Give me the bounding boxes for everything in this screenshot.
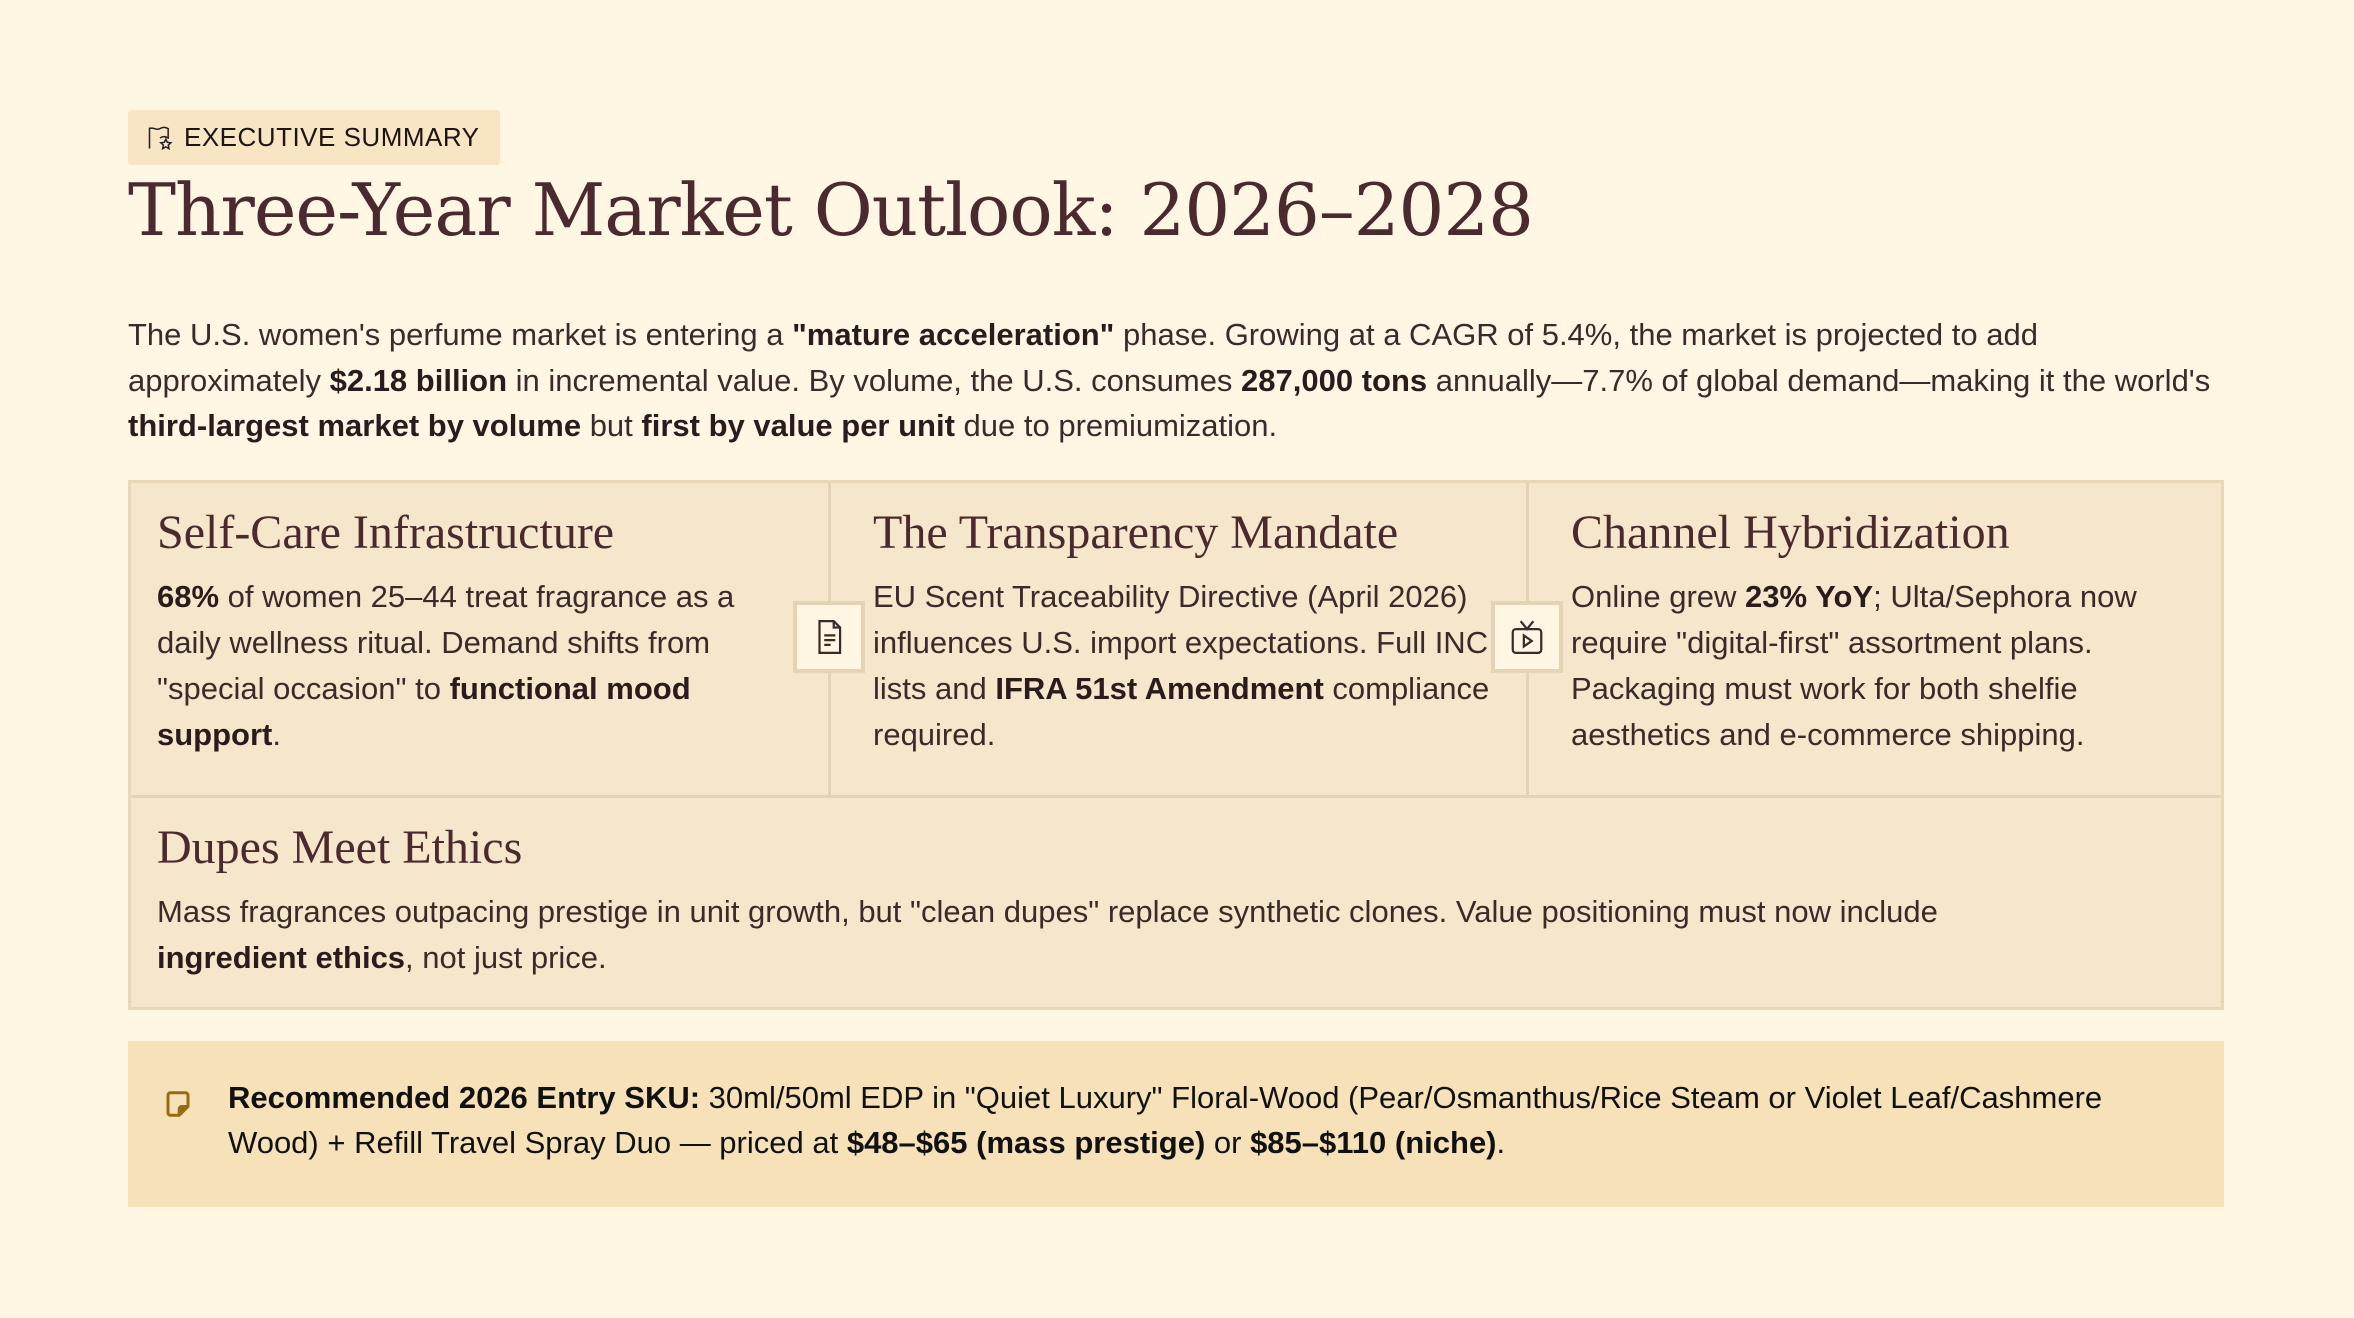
emphasis-text: ingredient ethics xyxy=(157,940,406,975)
flag-star-icon xyxy=(148,126,173,150)
emphasis-text: "mature acceleration" xyxy=(792,317,1115,352)
card-body: 68% of women 25–44 treat fragrance as a … xyxy=(157,574,802,758)
emphasis-text: 68% xyxy=(157,579,220,614)
text-segment: due to premiumization. xyxy=(954,408,1278,443)
callout-text: Recommended 2026 Entry SKU: 30ml/50ml ED… xyxy=(228,1075,2174,1165)
emphasis-text: functional mood support xyxy=(157,671,691,752)
text-segment: , not just price. xyxy=(405,940,607,975)
card-channel: Channel Hybridization Online grew 23% Yo… xyxy=(1529,483,2224,780)
card-transparency: The Transparency Mandate EU Scent Tracea… xyxy=(831,483,1526,780)
text-segment: annually—7.7% of global demand—making it… xyxy=(1427,362,2211,398)
text-segment: EU Scent Traceability Directive (April 2… xyxy=(873,579,1497,706)
page-title: Three-Year Market Outlook: 2026–2028 xyxy=(128,168,1534,252)
emphasis-text: $85–$110 (niche) xyxy=(1250,1125,1497,1160)
section-badge: EXECUTIVE SUMMARY xyxy=(128,110,500,165)
text-segment: Online grew xyxy=(1571,579,1746,614)
card-title: Dupes Meet Ethics xyxy=(157,821,523,874)
card-title: The Transparency Mandate xyxy=(873,506,1399,559)
document-icon xyxy=(818,620,842,654)
insights-grid: Self-Care Infrastructure 68% of women 25… xyxy=(128,480,2224,1010)
text-segment: . xyxy=(1496,1125,1506,1160)
emphasis-text: $2.18 billion xyxy=(329,362,508,398)
text-segment: The U.S. women's perfume market is enter… xyxy=(128,317,793,352)
text-segment: . xyxy=(272,717,281,752)
emphasis-text: 287,000 tons xyxy=(1241,362,1428,398)
emphasis-text: third-largest market by volume xyxy=(128,408,582,443)
tv-play-icon xyxy=(1511,620,1543,654)
text-segment: 30ml/50ml EDP in "Quiet Luxury" Floral-W… xyxy=(228,1080,2103,1160)
text-segment: or xyxy=(1205,1125,1251,1160)
intro-paragraph: The U.S. women's perfume market is enter… xyxy=(128,312,2238,449)
divider-icon-box xyxy=(793,601,865,673)
card-self-care: Self-Care Infrastructure 68% of women 25… xyxy=(131,483,828,780)
sticky-note-icon xyxy=(166,1091,190,1117)
card-title: Self-Care Infrastructure xyxy=(157,506,615,559)
emphasis-text: Recommended 2026 Entry SKU: xyxy=(228,1080,701,1115)
divider-icon-box xyxy=(1491,601,1563,673)
emphasis-text: 23% YoY xyxy=(1745,579,1874,614)
text-segment: of women 25–44 treat fragrance as a dail… xyxy=(157,579,735,706)
card-body: Mass fragrances outpacing prestige in un… xyxy=(157,889,2057,981)
emphasis-text: first by value per unit xyxy=(641,408,955,443)
card-title: Channel Hybridization xyxy=(1571,506,2010,559)
card-dupes: Dupes Meet Ethics Mass fragrances outpac… xyxy=(131,798,2221,1003)
emphasis-text: $48–$65 (mass prestige) xyxy=(846,1125,1206,1160)
card-body: Online grew 23% YoY; Ulta/Sephora now re… xyxy=(1571,574,2198,758)
text-segment: phase. Growing at a CAGR of 5.4%, the ma… xyxy=(128,317,2038,398)
recommendation-callout: Recommended 2026 Entry SKU: 30ml/50ml ED… xyxy=(128,1041,2224,1207)
text-segment: ; Ulta/Sephora now require "digital-firs… xyxy=(1571,579,2137,752)
badge-label: EXECUTIVE SUMMARY xyxy=(184,122,480,152)
emphasis-text: IFRA 51st Amendment xyxy=(995,671,1324,706)
text-segment: compliance required. xyxy=(873,671,1490,752)
card-body: EU Scent Traceability Directive (April 2… xyxy=(873,574,1500,758)
divider xyxy=(131,795,2221,798)
text-segment: but xyxy=(581,408,642,443)
text-segment: in incremental value. By volume, the U.S… xyxy=(507,362,1242,398)
text-segment: Mass fragrances outpacing prestige in un… xyxy=(157,894,1938,929)
